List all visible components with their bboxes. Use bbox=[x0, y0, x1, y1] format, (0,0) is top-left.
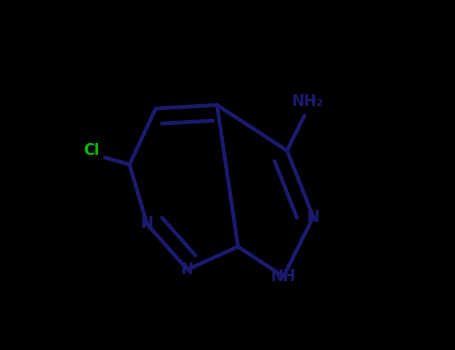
Text: N: N bbox=[141, 217, 153, 231]
Text: Cl: Cl bbox=[83, 143, 99, 158]
Text: NH: NH bbox=[271, 269, 296, 284]
Text: N: N bbox=[307, 210, 319, 224]
Text: N: N bbox=[181, 262, 194, 277]
Text: NH₂: NH₂ bbox=[292, 94, 324, 109]
